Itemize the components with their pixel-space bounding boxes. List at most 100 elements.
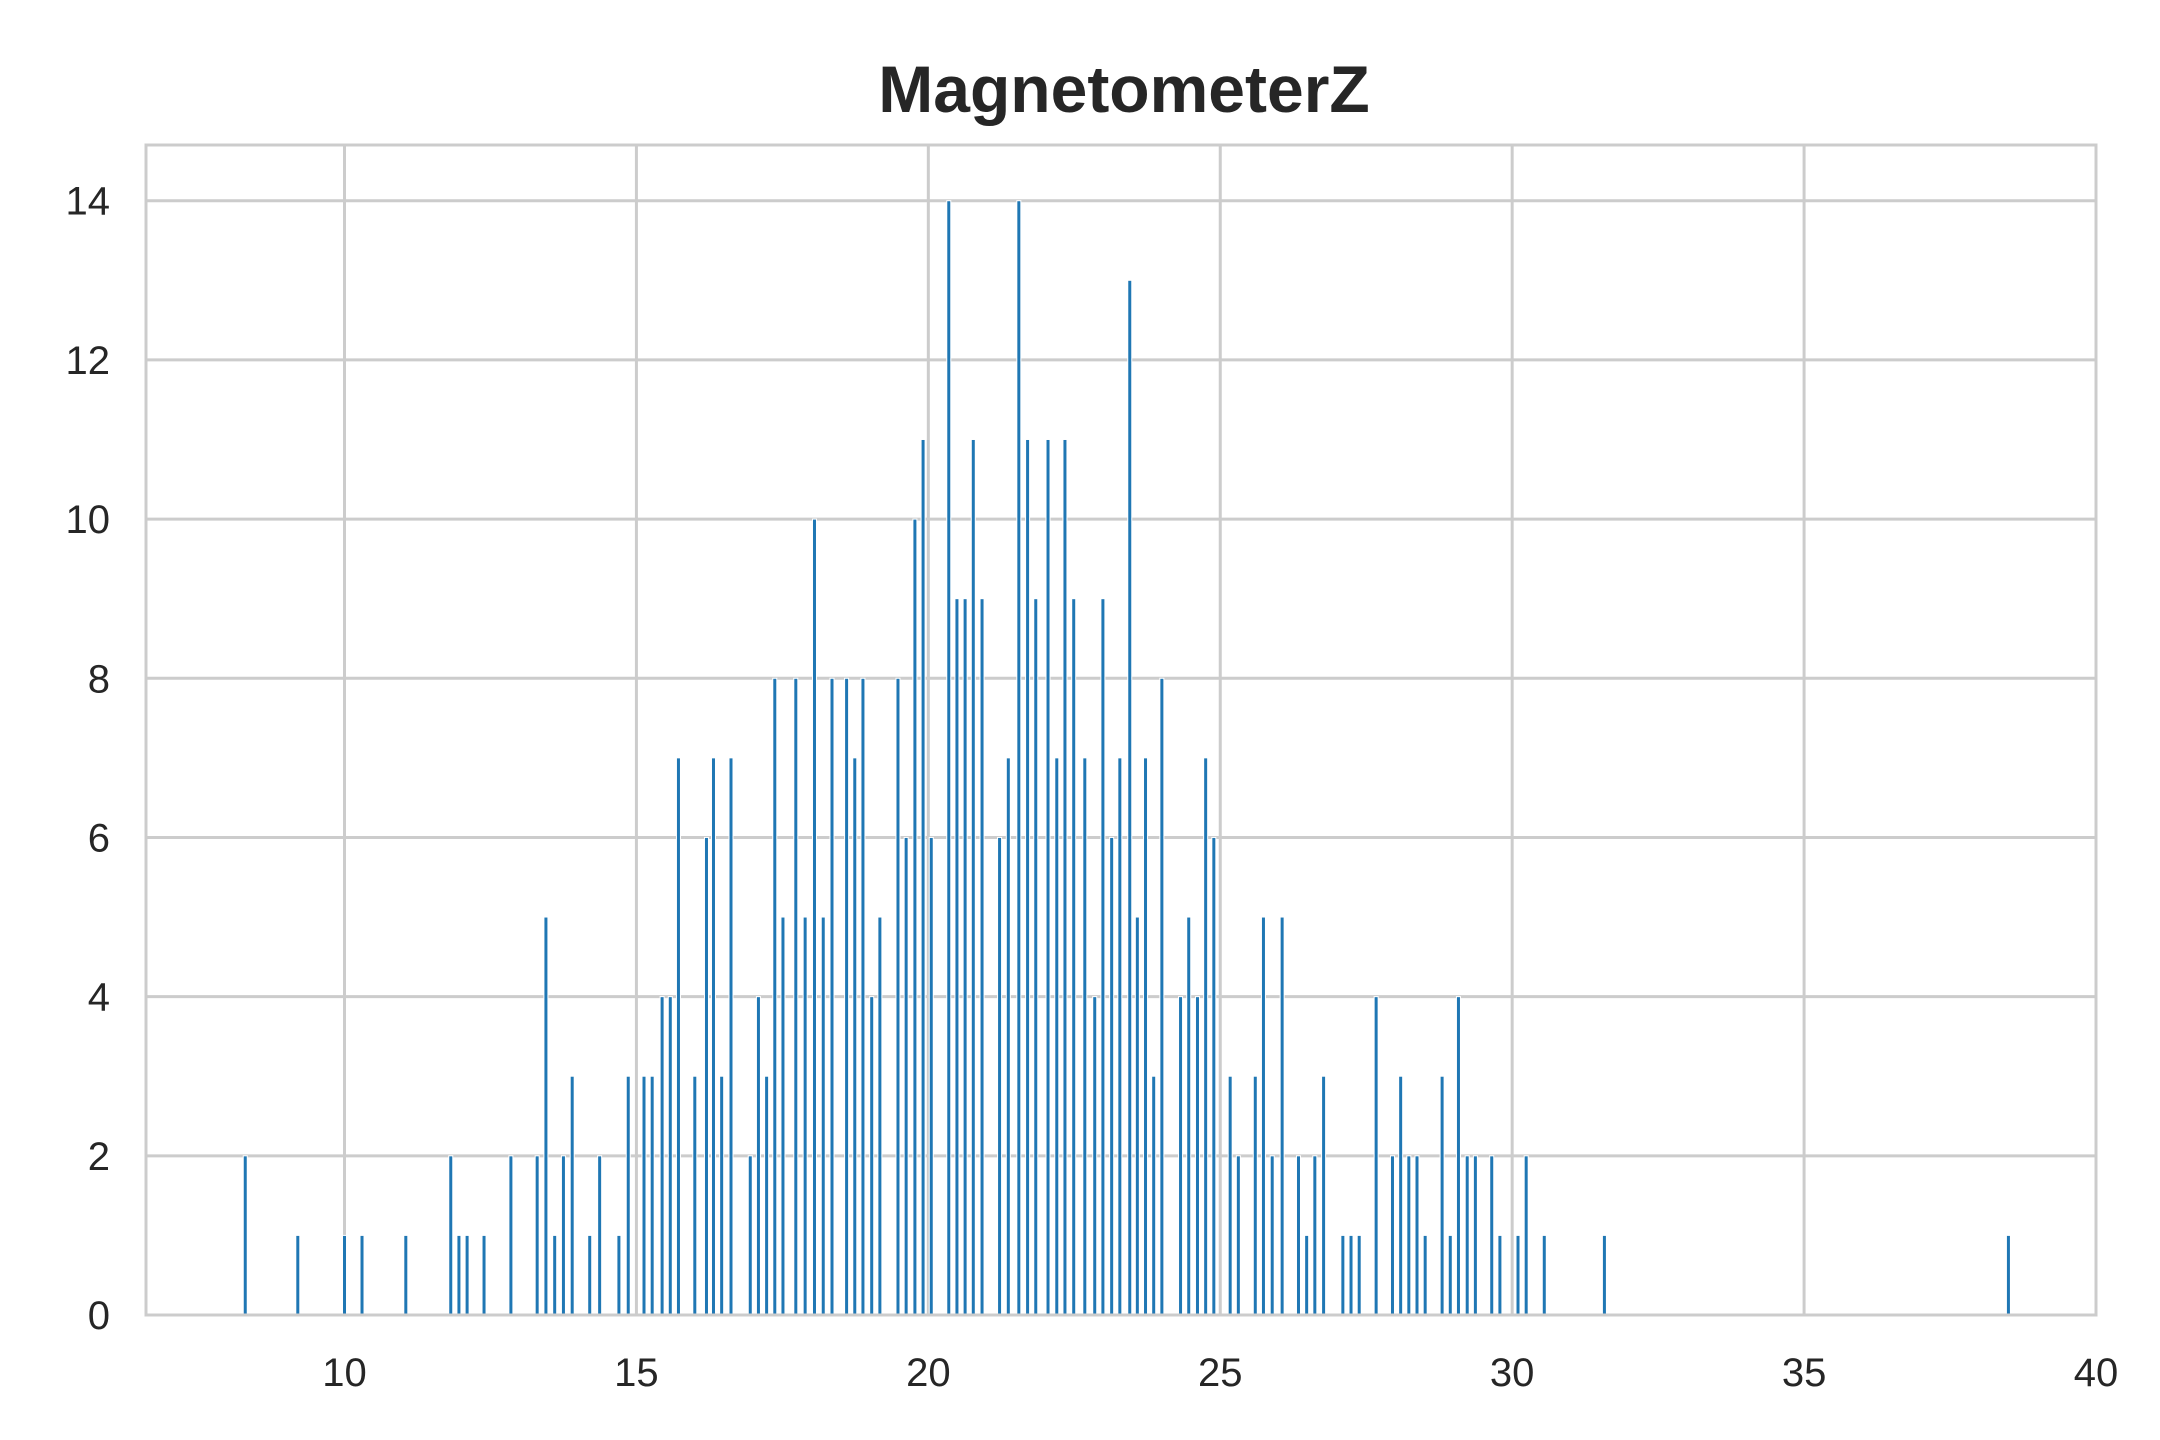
histogram-bar [1312, 1155, 1318, 1316]
histogram-bar [508, 1155, 514, 1316]
histogram-bar [1227, 1075, 1233, 1316]
histogram-bar [2005, 1234, 2011, 1316]
histogram-bar [616, 1234, 622, 1316]
histogram-bar [1235, 1155, 1241, 1316]
histogram-bar [1260, 916, 1266, 1316]
histogram-bar [1143, 757, 1149, 1316]
histogram-bar [912, 518, 918, 1316]
histogram-bar [675, 757, 681, 1316]
histogram-bar [1005, 757, 1011, 1316]
histogram-bar [560, 1155, 566, 1316]
histogram-bar [962, 598, 968, 1316]
y-tick-label: 4 [88, 976, 110, 1020]
histogram-bar [1178, 996, 1184, 1316]
histogram-bar [772, 677, 778, 1316]
histogram-bar [359, 1234, 365, 1316]
histogram-bar [692, 1075, 698, 1316]
histogram-bar [1159, 677, 1165, 1316]
histogram-bar [1455, 996, 1461, 1316]
histogram-bar [869, 996, 875, 1316]
histogram-bar [710, 757, 716, 1316]
histogram-bar [295, 1234, 301, 1316]
histogram-bar [1269, 1155, 1275, 1316]
histogram-bar [641, 1075, 647, 1316]
x-tick-label: 35 [1782, 1351, 1827, 1395]
histogram-bar [1082, 757, 1088, 1316]
histogram-bar [1398, 1075, 1404, 1316]
histogram-bar [928, 836, 934, 1316]
histogram-bar [979, 598, 985, 1316]
histogram-bar [1406, 1155, 1412, 1316]
histogram-bar [342, 1234, 348, 1316]
chart-title: MagnetometerZ [878, 52, 1369, 126]
histogram-bar [1186, 916, 1192, 1316]
x-tick-label: 10 [322, 1351, 367, 1395]
histogram-bar [1100, 598, 1106, 1316]
histogram-bar [728, 757, 734, 1316]
histogram-bar [659, 996, 665, 1316]
histogram-bar [860, 677, 866, 1316]
histogram-bar [1045, 438, 1051, 1316]
histogram-bar [625, 1075, 631, 1316]
histogram-bar [703, 836, 709, 1316]
histogram-bar [464, 1234, 470, 1316]
histogram-bar [1321, 1075, 1327, 1316]
histogram-bar [1279, 916, 1285, 1316]
y-tick-label: 8 [88, 657, 110, 701]
histogram-bar [1071, 598, 1077, 1316]
x-tick-label: 30 [1490, 1351, 1535, 1395]
histogram-bar [1541, 1234, 1547, 1316]
histogram-bar [481, 1234, 487, 1316]
histogram-bar [1109, 836, 1115, 1316]
histogram-bar [667, 996, 673, 1316]
histogram-bar [780, 916, 786, 1316]
histogram-bar [877, 916, 883, 1316]
histogram-bar [456, 1234, 462, 1316]
x-tick-label: 15 [614, 1351, 659, 1395]
histogram-bar [829, 677, 835, 1316]
histogram-bar [1464, 1155, 1470, 1316]
histogram-bar [844, 677, 850, 1316]
histogram-bar [793, 677, 799, 1316]
histogram-bar [543, 916, 549, 1316]
y-tick-label: 6 [88, 816, 110, 860]
histogram-bar [1439, 1075, 1445, 1316]
grid-lines [146, 145, 2098, 1317]
histogram-bar [1016, 200, 1022, 1316]
histogram-bar [1356, 1234, 1362, 1316]
histogram-bar [1127, 279, 1133, 1316]
histogram-bar [1523, 1155, 1529, 1316]
histogram-bar [1151, 1075, 1157, 1316]
histogram-bar [597, 1155, 603, 1316]
histogram-bar [587, 1234, 593, 1316]
histogram-bar [895, 677, 901, 1316]
plot-frame [144, 143, 2098, 1317]
x-tick-label: 25 [1198, 1351, 1243, 1395]
y-tick-label: 0 [88, 1294, 110, 1338]
histogram-bar [534, 1155, 540, 1316]
histogram-bar [764, 1075, 770, 1316]
histogram-bar [1515, 1234, 1521, 1316]
histogram-bar [755, 996, 761, 1316]
histogram-bar [1447, 1234, 1453, 1316]
histogram-bar [997, 836, 1003, 1316]
histogram-bar [569, 1075, 575, 1316]
histogram-bar [403, 1234, 409, 1316]
x-tick-label: 20 [906, 1351, 951, 1395]
histogram-bar [1033, 598, 1039, 1316]
histogram-bar [448, 1155, 454, 1316]
histogram-bar [1092, 996, 1098, 1316]
y-tick-labels: 0 2 4 6 8 10 12 14 [66, 180, 111, 1338]
histogram-bar [552, 1234, 558, 1316]
histogram-bar [811, 518, 817, 1316]
histogram-bar [970, 438, 976, 1316]
histogram-bar [1134, 916, 1140, 1316]
histogram-bar [1117, 757, 1123, 1316]
bars [242, 200, 2011, 1316]
y-tick-label: 12 [66, 339, 111, 383]
histogram-bar [920, 438, 926, 1316]
histogram-bar [1295, 1155, 1301, 1316]
histogram-bar [1414, 1155, 1420, 1316]
histogram-bar [1340, 1234, 1346, 1316]
